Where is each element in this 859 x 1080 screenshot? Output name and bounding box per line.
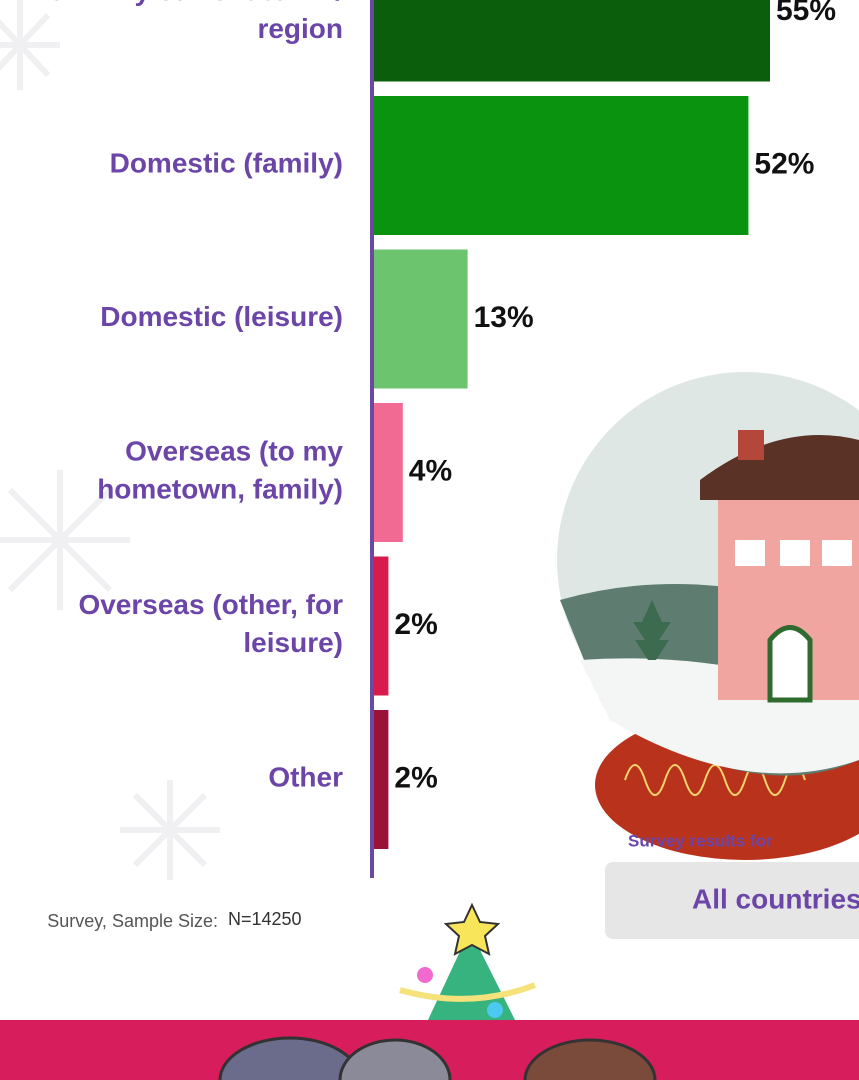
bar <box>374 96 748 235</box>
bar <box>374 710 388 849</box>
sample-size-label: Survey, Sample Size: <box>47 911 218 931</box>
bar <box>374 250 468 389</box>
chart: Survey results for All countries Survey,… <box>0 0 859 1080</box>
bar <box>374 557 388 696</box>
category-label: Within my current town /region <box>17 0 344 44</box>
page: Survey results for All countries Survey,… <box>0 0 859 1080</box>
category-label: Domestic (family) <box>110 148 343 179</box>
sample-size: N=14250 <box>228 909 302 929</box>
snow-globe <box>557 372 859 860</box>
value-label: 2% <box>394 761 437 794</box>
filter-value[interactable]: All countries <box>692 883 859 914</box>
category-label: Domestic (leisure) <box>100 301 343 332</box>
bar <box>374 0 770 82</box>
category-label: Other <box>268 762 343 793</box>
value-label: 13% <box>474 301 534 334</box>
value-label: 4% <box>409 454 452 487</box>
filter-label: Survey results for <box>628 831 773 850</box>
bar <box>374 403 403 542</box>
value-label: 52% <box>754 147 814 180</box>
value-label: 2% <box>394 608 437 641</box>
value-label: 55% <box>776 0 836 27</box>
